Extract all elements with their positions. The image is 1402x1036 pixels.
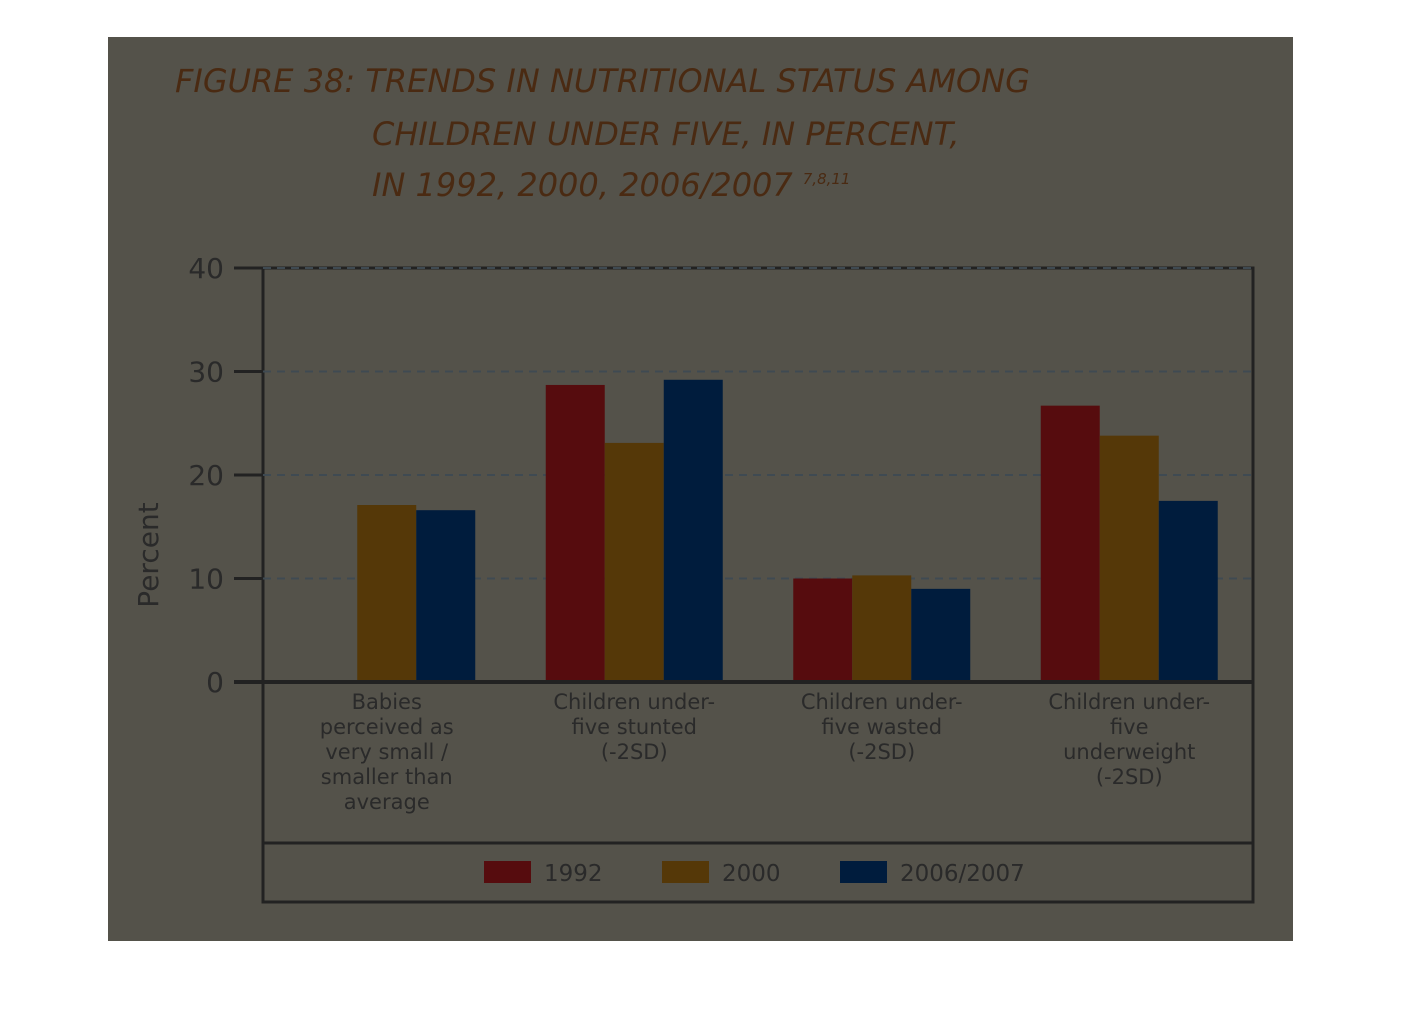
bar bbox=[852, 575, 912, 682]
bar bbox=[1158, 500, 1218, 682]
chart-title: FIGURE 38: TRENDS IN NUTRITIONAL STATUS … bbox=[175, 62, 1030, 100]
y-tick-label: 20 bbox=[188, 459, 224, 492]
legend-label: 1992 bbox=[544, 861, 603, 887]
y-tick-label: 0 bbox=[206, 666, 224, 699]
y-tick-label: 10 bbox=[188, 563, 224, 596]
bar bbox=[793, 578, 853, 682]
y-axis-label: Percent bbox=[132, 502, 165, 607]
x-tick-label: Children under-five underweight (-2SD) bbox=[1048, 690, 1211, 789]
x-tick-label: Children under-five stunted (-2SD) bbox=[553, 690, 716, 764]
bar bbox=[357, 505, 417, 682]
legend-swatch bbox=[484, 861, 531, 883]
x-tick-label: Children under-five wasted (-2SD) bbox=[800, 690, 963, 764]
chart-title: IN 1992, 2000, 2006/2007 bbox=[372, 166, 793, 204]
title-superscript: 7,8,11 bbox=[803, 170, 851, 188]
legend-swatch bbox=[662, 861, 709, 883]
legend-swatch bbox=[840, 861, 887, 883]
bar bbox=[1099, 435, 1159, 682]
chart-title: CHILDREN UNDER FIVE, IN PERCENT, bbox=[372, 115, 960, 153]
bar bbox=[545, 384, 605, 682]
bar bbox=[604, 442, 664, 682]
x-tick-label: Babies perceived as very small / smaller… bbox=[319, 690, 454, 814]
bar bbox=[911, 588, 971, 682]
legend-label: 2000 bbox=[722, 861, 781, 887]
y-tick-label: 40 bbox=[188, 252, 224, 285]
y-tick-label: 30 bbox=[188, 356, 224, 389]
legend-label: 2006/2007 bbox=[900, 861, 1025, 887]
bar bbox=[416, 510, 476, 682]
bar bbox=[663, 379, 723, 682]
bar bbox=[1040, 405, 1100, 682]
